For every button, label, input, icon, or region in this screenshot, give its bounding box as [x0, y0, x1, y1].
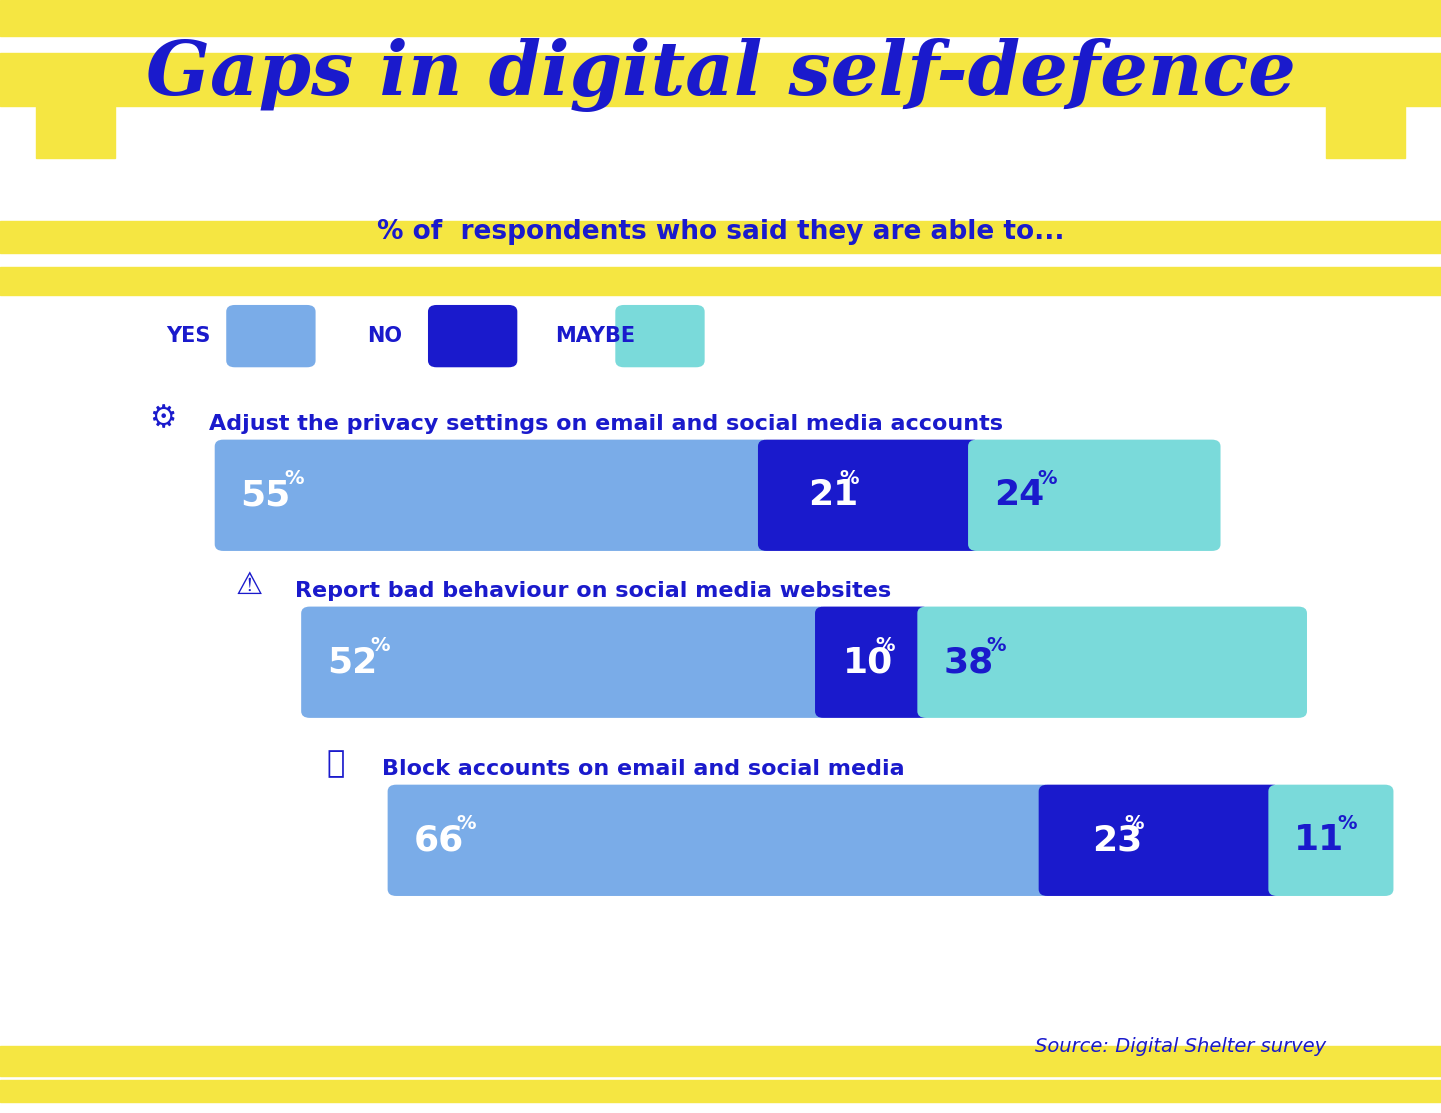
Text: NO: NO: [367, 326, 402, 346]
Text: 11: 11: [1294, 824, 1344, 857]
Text: ⚠: ⚠: [236, 571, 262, 600]
Text: %: %: [1337, 814, 1357, 834]
Text: %: %: [840, 469, 859, 489]
Text: 23: 23: [1092, 824, 1143, 857]
Text: %: %: [284, 469, 304, 489]
Text: 21: 21: [808, 479, 857, 512]
Text: YES: YES: [166, 326, 210, 346]
Text: Source: Digital Shelter survey: Source: Digital Shelter survey: [1035, 1036, 1326, 1056]
Text: 55: 55: [241, 479, 291, 512]
Text: 66: 66: [414, 824, 464, 857]
Text: Adjust the privacy settings on email and social media accounts: Adjust the privacy settings on email and…: [209, 414, 1003, 434]
Text: 38: 38: [944, 646, 993, 679]
Text: %: %: [370, 636, 391, 656]
Text: Gaps in digital self-defence: Gaps in digital self-defence: [146, 38, 1295, 111]
Text: Report bad behaviour on social media websites: Report bad behaviour on social media web…: [295, 581, 892, 601]
Text: 24: 24: [994, 479, 1045, 512]
Text: 10: 10: [843, 646, 893, 679]
Text: Block accounts on email and social media: Block accounts on email and social media: [382, 759, 905, 779]
Text: MAYBE: MAYBE: [555, 326, 635, 346]
Text: ⚙: ⚙: [150, 404, 176, 433]
Text: %: %: [457, 814, 477, 834]
Text: ⃠: ⃠: [327, 749, 344, 778]
Text: %: %: [987, 636, 1006, 656]
Text: %: %: [875, 636, 895, 656]
Text: 52: 52: [327, 646, 378, 679]
Text: %: %: [1124, 814, 1144, 834]
Text: %: %: [1038, 469, 1056, 489]
Text: % of  respondents who said they are able to...: % of respondents who said they are able …: [376, 218, 1065, 245]
